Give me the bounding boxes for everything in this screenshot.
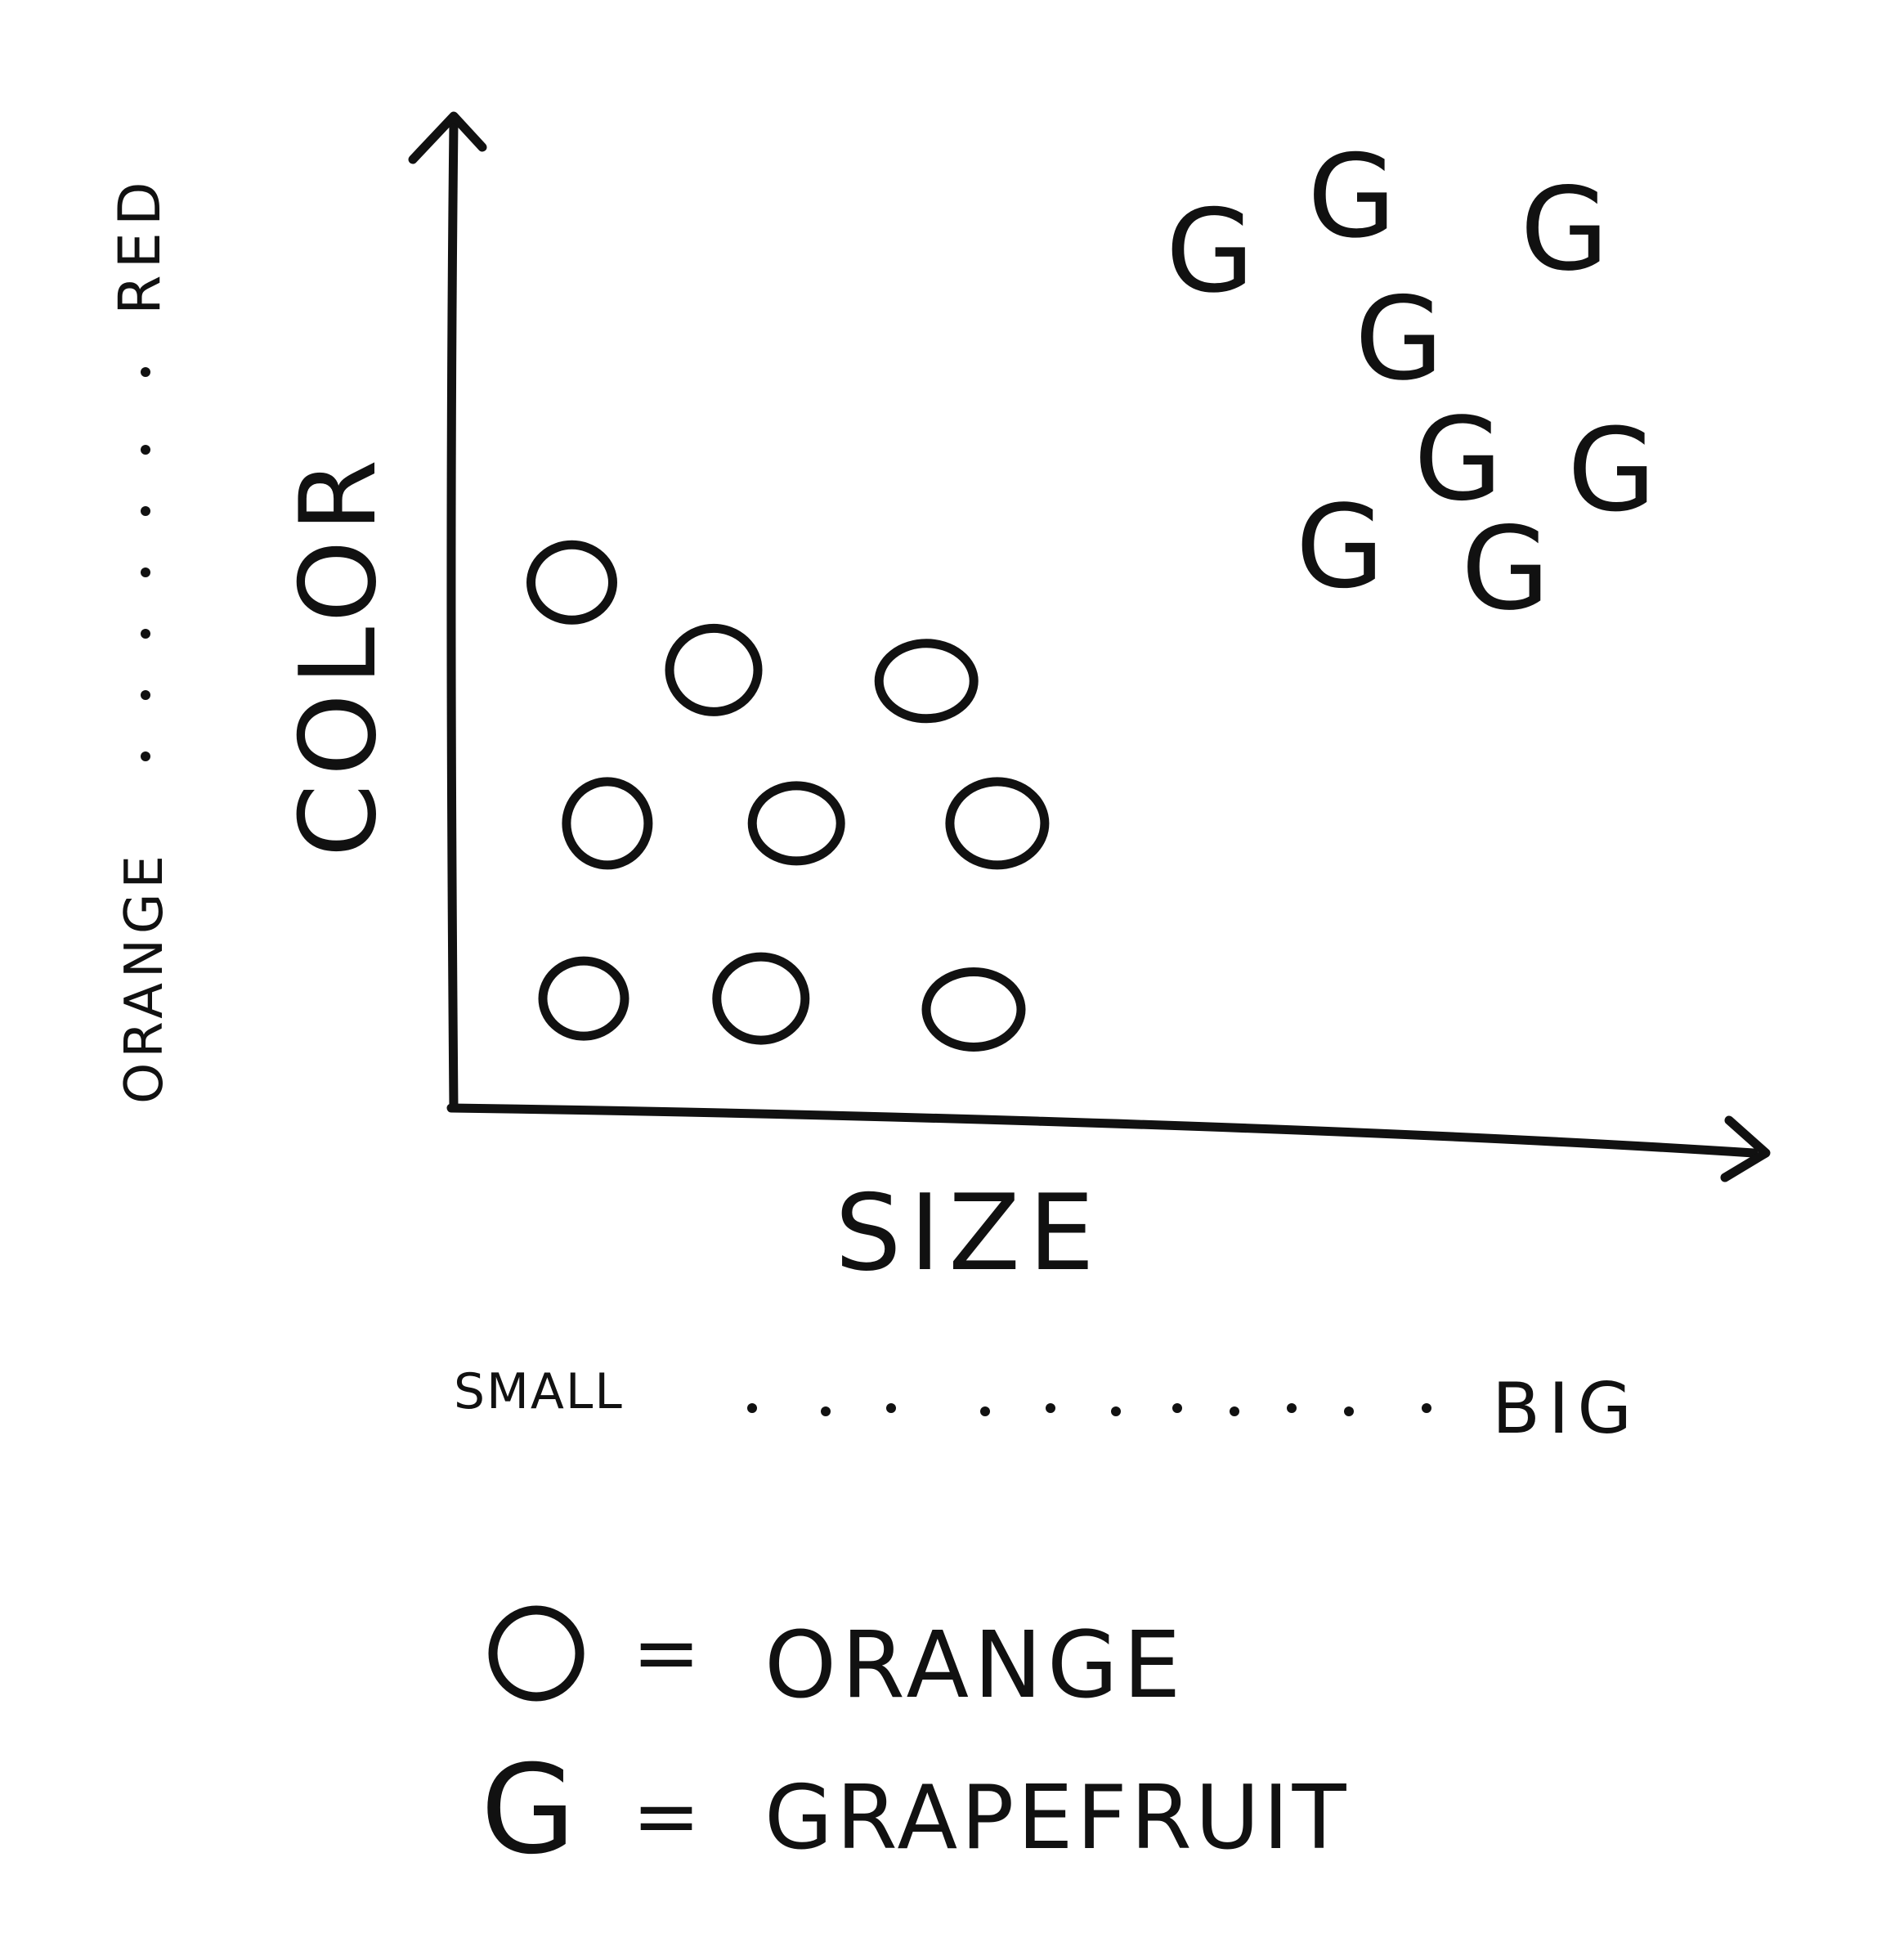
y-scale-dot bbox=[141, 629, 150, 639]
orange-point-4 bbox=[752, 786, 840, 861]
y-scale-dot bbox=[141, 367, 150, 377]
legend-grapefruit-label: GRAPEFRUIT bbox=[764, 1767, 1350, 1869]
x-scale-dot bbox=[886, 1403, 896, 1413]
y-axis-arrowhead bbox=[413, 116, 482, 159]
orange-point-0 bbox=[531, 545, 613, 620]
orange-point-1 bbox=[670, 628, 758, 711]
x-scale-dot bbox=[1046, 1403, 1055, 1413]
grapefruit-point-2: G bbox=[1520, 164, 1609, 297]
grapefruit-point-3: G bbox=[1355, 273, 1444, 406]
x-scale-dot bbox=[1172, 1403, 1182, 1413]
grapefruit-point-1: G bbox=[1307, 131, 1396, 264]
x-axis-line bbox=[451, 1108, 1754, 1153]
x-scale-dot bbox=[1422, 1403, 1431, 1413]
x-scale-dot bbox=[1111, 1406, 1121, 1416]
orange-point-5 bbox=[950, 782, 1045, 865]
grapefruit-point-5: G bbox=[1567, 404, 1656, 537]
x-scale-high-label: BIG bbox=[1492, 1368, 1640, 1450]
y-axis-line bbox=[451, 123, 454, 1108]
x-axis-title: SIZE bbox=[835, 1173, 1103, 1294]
y-scale-low-label: ORANGE bbox=[114, 850, 175, 1104]
x-scale-dot bbox=[1287, 1403, 1297, 1413]
x-scale-dot bbox=[747, 1403, 757, 1413]
legend-orange-marker bbox=[493, 1610, 580, 1697]
y-scale-dot bbox=[141, 690, 150, 700]
x-scale-dot bbox=[1344, 1406, 1354, 1416]
x-scale-dot bbox=[821, 1406, 831, 1416]
y-scale-dot bbox=[141, 751, 150, 761]
grapefruit-point-7: G bbox=[1461, 503, 1550, 636]
orange-point-8 bbox=[926, 972, 1021, 1048]
legend-orange-label: ORANGE bbox=[764, 1613, 1185, 1719]
legend: = ORANGE G = GRAPEFRUIT bbox=[481, 1604, 1350, 1882]
legend-item-grapefruit: G = GRAPEFRUIT bbox=[481, 1739, 1350, 1882]
legend-grapefruit-marker: G bbox=[481, 1739, 576, 1882]
y-axis-title: COLOR bbox=[278, 451, 400, 858]
y-scale-dot bbox=[141, 445, 150, 455]
legend-orange-equals: = bbox=[632, 1604, 701, 1700]
grapefruit-point-6: G bbox=[1296, 481, 1385, 614]
orange-point-7 bbox=[717, 957, 805, 1040]
x-scale-low-label: SMALL bbox=[454, 1363, 624, 1420]
grapefruit-point-0: G bbox=[1166, 186, 1255, 319]
x-scale-dots bbox=[747, 1403, 1431, 1416]
legend-grapefruit-equals: = bbox=[632, 1768, 701, 1864]
y-scale-high-label: RED bbox=[106, 175, 173, 315]
x-scale-dot bbox=[980, 1406, 990, 1416]
y-scale-dot bbox=[141, 506, 150, 516]
y-scale-dot bbox=[141, 567, 150, 577]
x-scale-dot bbox=[1230, 1406, 1239, 1416]
y-scale-dots bbox=[141, 367, 150, 761]
data-marks: G G GGG GG G bbox=[531, 131, 1656, 1048]
orange-point-3 bbox=[567, 782, 648, 865]
legend-item-orange: = ORANGE bbox=[493, 1604, 1185, 1719]
orange-point-2 bbox=[879, 644, 974, 719]
orange-point-6 bbox=[543, 961, 625, 1036]
